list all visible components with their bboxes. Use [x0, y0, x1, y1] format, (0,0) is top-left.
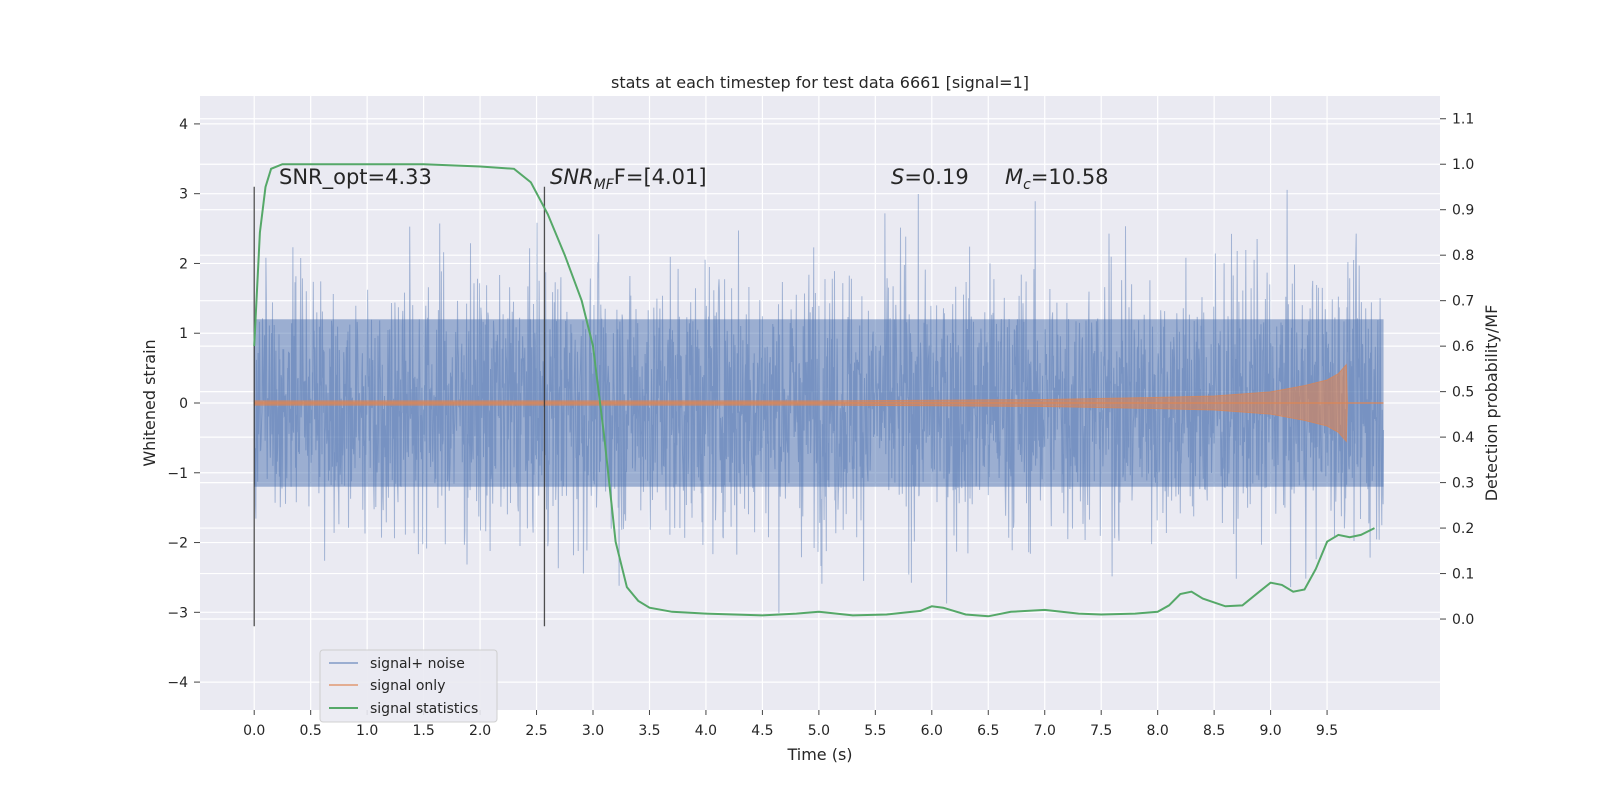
y-left-tick-label: −1 [167, 466, 188, 482]
x-tick-label: 2.5 [525, 723, 547, 739]
signal-statistics-series [253, 163, 1375, 618]
x-tick-label: 4.0 [695, 723, 717, 739]
signal-only-series [253, 363, 1384, 443]
y-left-tick-label: 1 [179, 326, 188, 342]
x-tick-label: 9.0 [1259, 723, 1281, 739]
x-axis-label: Time (s) [786, 745, 852, 764]
y-left-axis-label: Whitened strain [140, 339, 159, 466]
x-tick-label: 3.5 [638, 723, 660, 739]
y-left-tick-label: 2 [179, 256, 188, 272]
x-tick-label: 0.5 [300, 723, 322, 739]
legend-box [319, 649, 498, 723]
x-tick-label: 2.0 [469, 723, 491, 739]
y-left-tick-label: −4 [167, 675, 188, 691]
y-right-tick-label: 1.1 [1452, 112, 1474, 128]
chart-title: stats at each timestep for test data 666… [611, 73, 1029, 92]
legend-label-signal-statistics: signal statistics [370, 701, 478, 717]
x-tick-label: 1.0 [356, 723, 378, 739]
y-right-tick-label: 0.4 [1452, 430, 1474, 446]
y-right-tick-label: 0.2 [1452, 521, 1474, 537]
x-tick-label: 3.0 [582, 723, 604, 739]
y-right-tick-label: 0.1 [1452, 567, 1474, 583]
x-tick-label: 0.0 [243, 723, 265, 739]
x-tick-label: 1.5 [412, 723, 434, 739]
y-left-tick-label: 0 [179, 396, 188, 412]
x-tick-label: 9.5 [1316, 723, 1338, 739]
y-right-tick-label: 0.7 [1452, 294, 1474, 310]
x-tick-label: 7.5 [1090, 723, 1112, 739]
y-left-tick-label: −3 [167, 605, 188, 621]
annotation-s: S=0.19 [891, 165, 969, 189]
x-tick-label: 5.5 [864, 723, 886, 739]
legend-label-signal-noise: signal+ noise [370, 656, 465, 672]
y-left-axis-ticks: 4 3 2 1 0 −1 −2 −3 −4 [167, 117, 200, 691]
y-right-tick-label: 0.9 [1452, 203, 1474, 219]
legend-label-signal-only: signal only [370, 678, 445, 694]
y-right-tick-label: 0.5 [1452, 385, 1474, 401]
signal-noise-line [253, 189, 1384, 614]
y-right-axis-ticks: 1.1 1.0 0.9 0.8 0.7 0.6 0.5 0.4 0.3 0.2 0.1 0.0 [1440, 112, 1474, 628]
x-axis-ticks: 0.0 0.5 1.0 1.5 2.0 2.5 3.0 3.5 4.0 4.5 5.0 5.5 6.0 6… [243, 710, 1338, 739]
legend: signal+ noise signal only signal statist… [319, 649, 498, 723]
y-right-tick-label: 0.6 [1452, 339, 1474, 355]
annotation-snr-mf: SNRMFF=[4.01] [550, 165, 707, 193]
vertical-markers [253, 186, 546, 627]
annotation-mc: Mc=10.58 [1005, 165, 1109, 193]
x-tick-label: 7.0 [1034, 723, 1056, 739]
y-right-tick-label: 0.8 [1452, 248, 1474, 264]
y-left-tick-label: 3 [179, 187, 188, 203]
x-tick-label: 6.0 [921, 723, 943, 739]
x-tick-label: 8.5 [1203, 723, 1225, 739]
y-right-tick-label: 1.0 [1452, 157, 1474, 173]
x-tick-label: 5.0 [808, 723, 830, 739]
y-right-axis-label: Detection probability/MF [1482, 305, 1501, 502]
y-left-tick-label: 4 [179, 117, 188, 133]
y-right-tick-label: 0.3 [1452, 476, 1474, 492]
y-left-tick-label: −2 [167, 536, 188, 552]
y-right-tick-label: 0.0 [1452, 612, 1474, 628]
x-tick-label: 6.5 [977, 723, 999, 739]
x-tick-label: 8.0 [1147, 723, 1169, 739]
x-tick-label: 4.5 [751, 723, 773, 739]
annotation-snr-opt: SNR_opt=4.33 [279, 165, 432, 190]
signal-statistics-line [253, 163, 1375, 618]
